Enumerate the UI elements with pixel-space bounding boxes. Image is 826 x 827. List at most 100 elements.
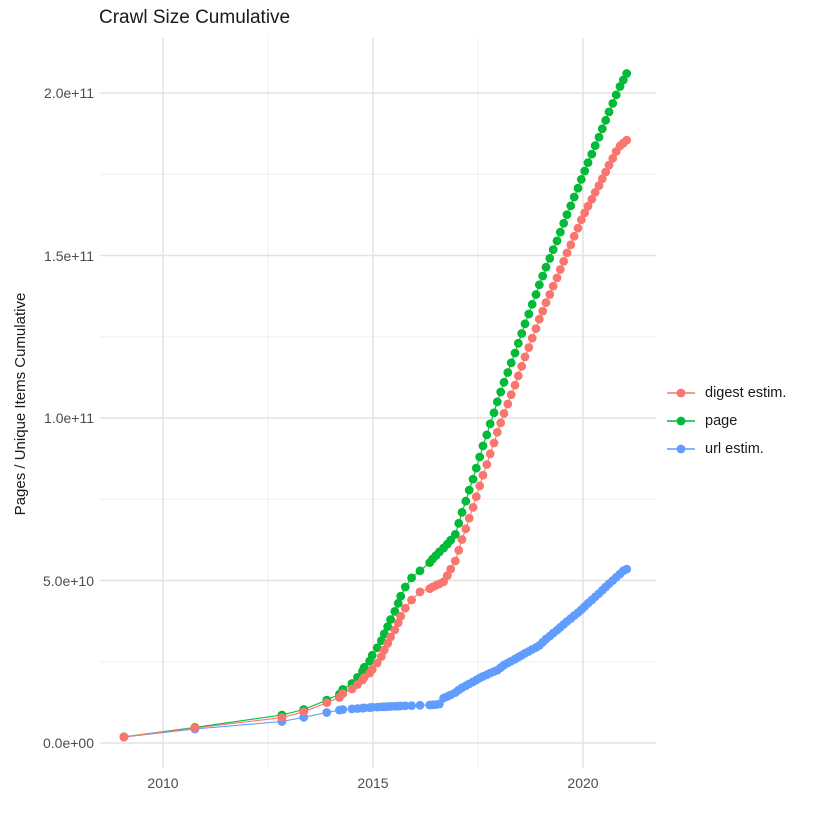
data-point: [468, 474, 478, 484]
data-point: [482, 430, 492, 440]
data-point: [379, 645, 389, 655]
data-point: [386, 632, 395, 642]
data-point: [464, 513, 474, 523]
data-point: [611, 90, 621, 100]
data-point: [478, 470, 488, 480]
data-point: [583, 201, 593, 211]
data-point: [390, 607, 400, 616]
data-point: [615, 82, 625, 91]
data-point: [475, 481, 485, 491]
data-point: [513, 338, 523, 348]
data-point: [510, 348, 520, 358]
data-point: [510, 380, 520, 390]
data-point: [545, 254, 555, 263]
y-tick-label: 2.0e+11: [44, 85, 94, 101]
data-point: [517, 361, 527, 371]
data-point: [576, 215, 586, 225]
legend-label: digest estim.: [705, 385, 787, 401]
data-point: [608, 153, 618, 163]
data-point: [601, 115, 611, 125]
data-point: [119, 732, 129, 742]
data-point: [545, 290, 555, 299]
data-point: [569, 192, 579, 202]
data-point: [555, 265, 565, 274]
data-point: [299, 707, 309, 717]
data-point: [548, 245, 558, 255]
data-point: [482, 460, 492, 469]
data-point: [415, 700, 425, 710]
data-point: [407, 573, 416, 583]
data-point: [461, 496, 471, 506]
data-point: [400, 701, 410, 711]
legend-key-point: [676, 444, 686, 454]
legend-key-icon: [667, 416, 695, 426]
data-point: [597, 124, 607, 134]
data-point: [461, 524, 471, 534]
data-point: [559, 257, 569, 266]
data-point: [485, 419, 495, 429]
data-point: [580, 166, 590, 176]
data-point: [383, 622, 393, 631]
data-point: [499, 377, 509, 387]
data-point: [524, 343, 534, 352]
legend: digest estim. page url estim.: [666, 385, 786, 469]
data-point: [386, 615, 395, 624]
data-point: [367, 650, 377, 660]
data-point: [573, 223, 583, 233]
data-point: [390, 625, 400, 635]
data-point: [527, 299, 537, 309]
data-point: [580, 208, 590, 218]
legend-item-digest-estim-: digest estim.: [666, 385, 786, 401]
data-point: [450, 556, 460, 566]
data-point: [454, 545, 464, 555]
data-point: [338, 689, 348, 698]
data-point: [372, 658, 382, 668]
data-point: [576, 175, 586, 184]
data-point: [496, 418, 506, 428]
data-point: [338, 705, 348, 714]
data-point: [190, 723, 200, 733]
data-point: [322, 708, 332, 717]
data-point: [513, 371, 523, 381]
data-point: [548, 281, 558, 291]
data-point: [597, 174, 607, 184]
legend-key-icon: [667, 444, 695, 454]
data-point: [471, 492, 481, 501]
data-point: [407, 595, 416, 605]
data-point: [604, 160, 614, 170]
data-point: [524, 309, 534, 319]
data-point: [622, 135, 632, 145]
data-point: [538, 271, 548, 281]
legend-key-point: [676, 388, 686, 398]
y-tick-label: 1.0e+11: [44, 410, 94, 426]
data-point: [415, 587, 425, 597]
data-point: [359, 662, 369, 672]
data-point: [450, 530, 460, 539]
data-point: [541, 298, 551, 307]
data-point: [367, 665, 377, 674]
legend-label: page: [705, 413, 738, 429]
data-point: [506, 358, 516, 368]
y-tick-label: 5.0e+10: [43, 572, 94, 589]
data-point: [534, 280, 544, 290]
legend-label: url estim.: [705, 441, 764, 457]
data-point: [559, 218, 569, 228]
data-point: [622, 69, 632, 78]
data-point: [520, 352, 530, 362]
data-point: [601, 167, 611, 177]
data-point: [538, 306, 548, 316]
data-point: [446, 564, 456, 574]
data-point: [604, 107, 614, 117]
data-point: [566, 201, 576, 211]
x-tick-label: 2020: [567, 775, 599, 791]
data-point: [492, 427, 502, 437]
data-point: [566, 240, 576, 250]
data-point: [594, 132, 604, 142]
data-point: [531, 290, 541, 299]
data-point: [471, 463, 481, 473]
data-point: [454, 518, 464, 528]
data-point: [587, 194, 597, 204]
data-point: [517, 329, 527, 338]
data-point: [277, 713, 287, 722]
data-point: [499, 409, 509, 418]
